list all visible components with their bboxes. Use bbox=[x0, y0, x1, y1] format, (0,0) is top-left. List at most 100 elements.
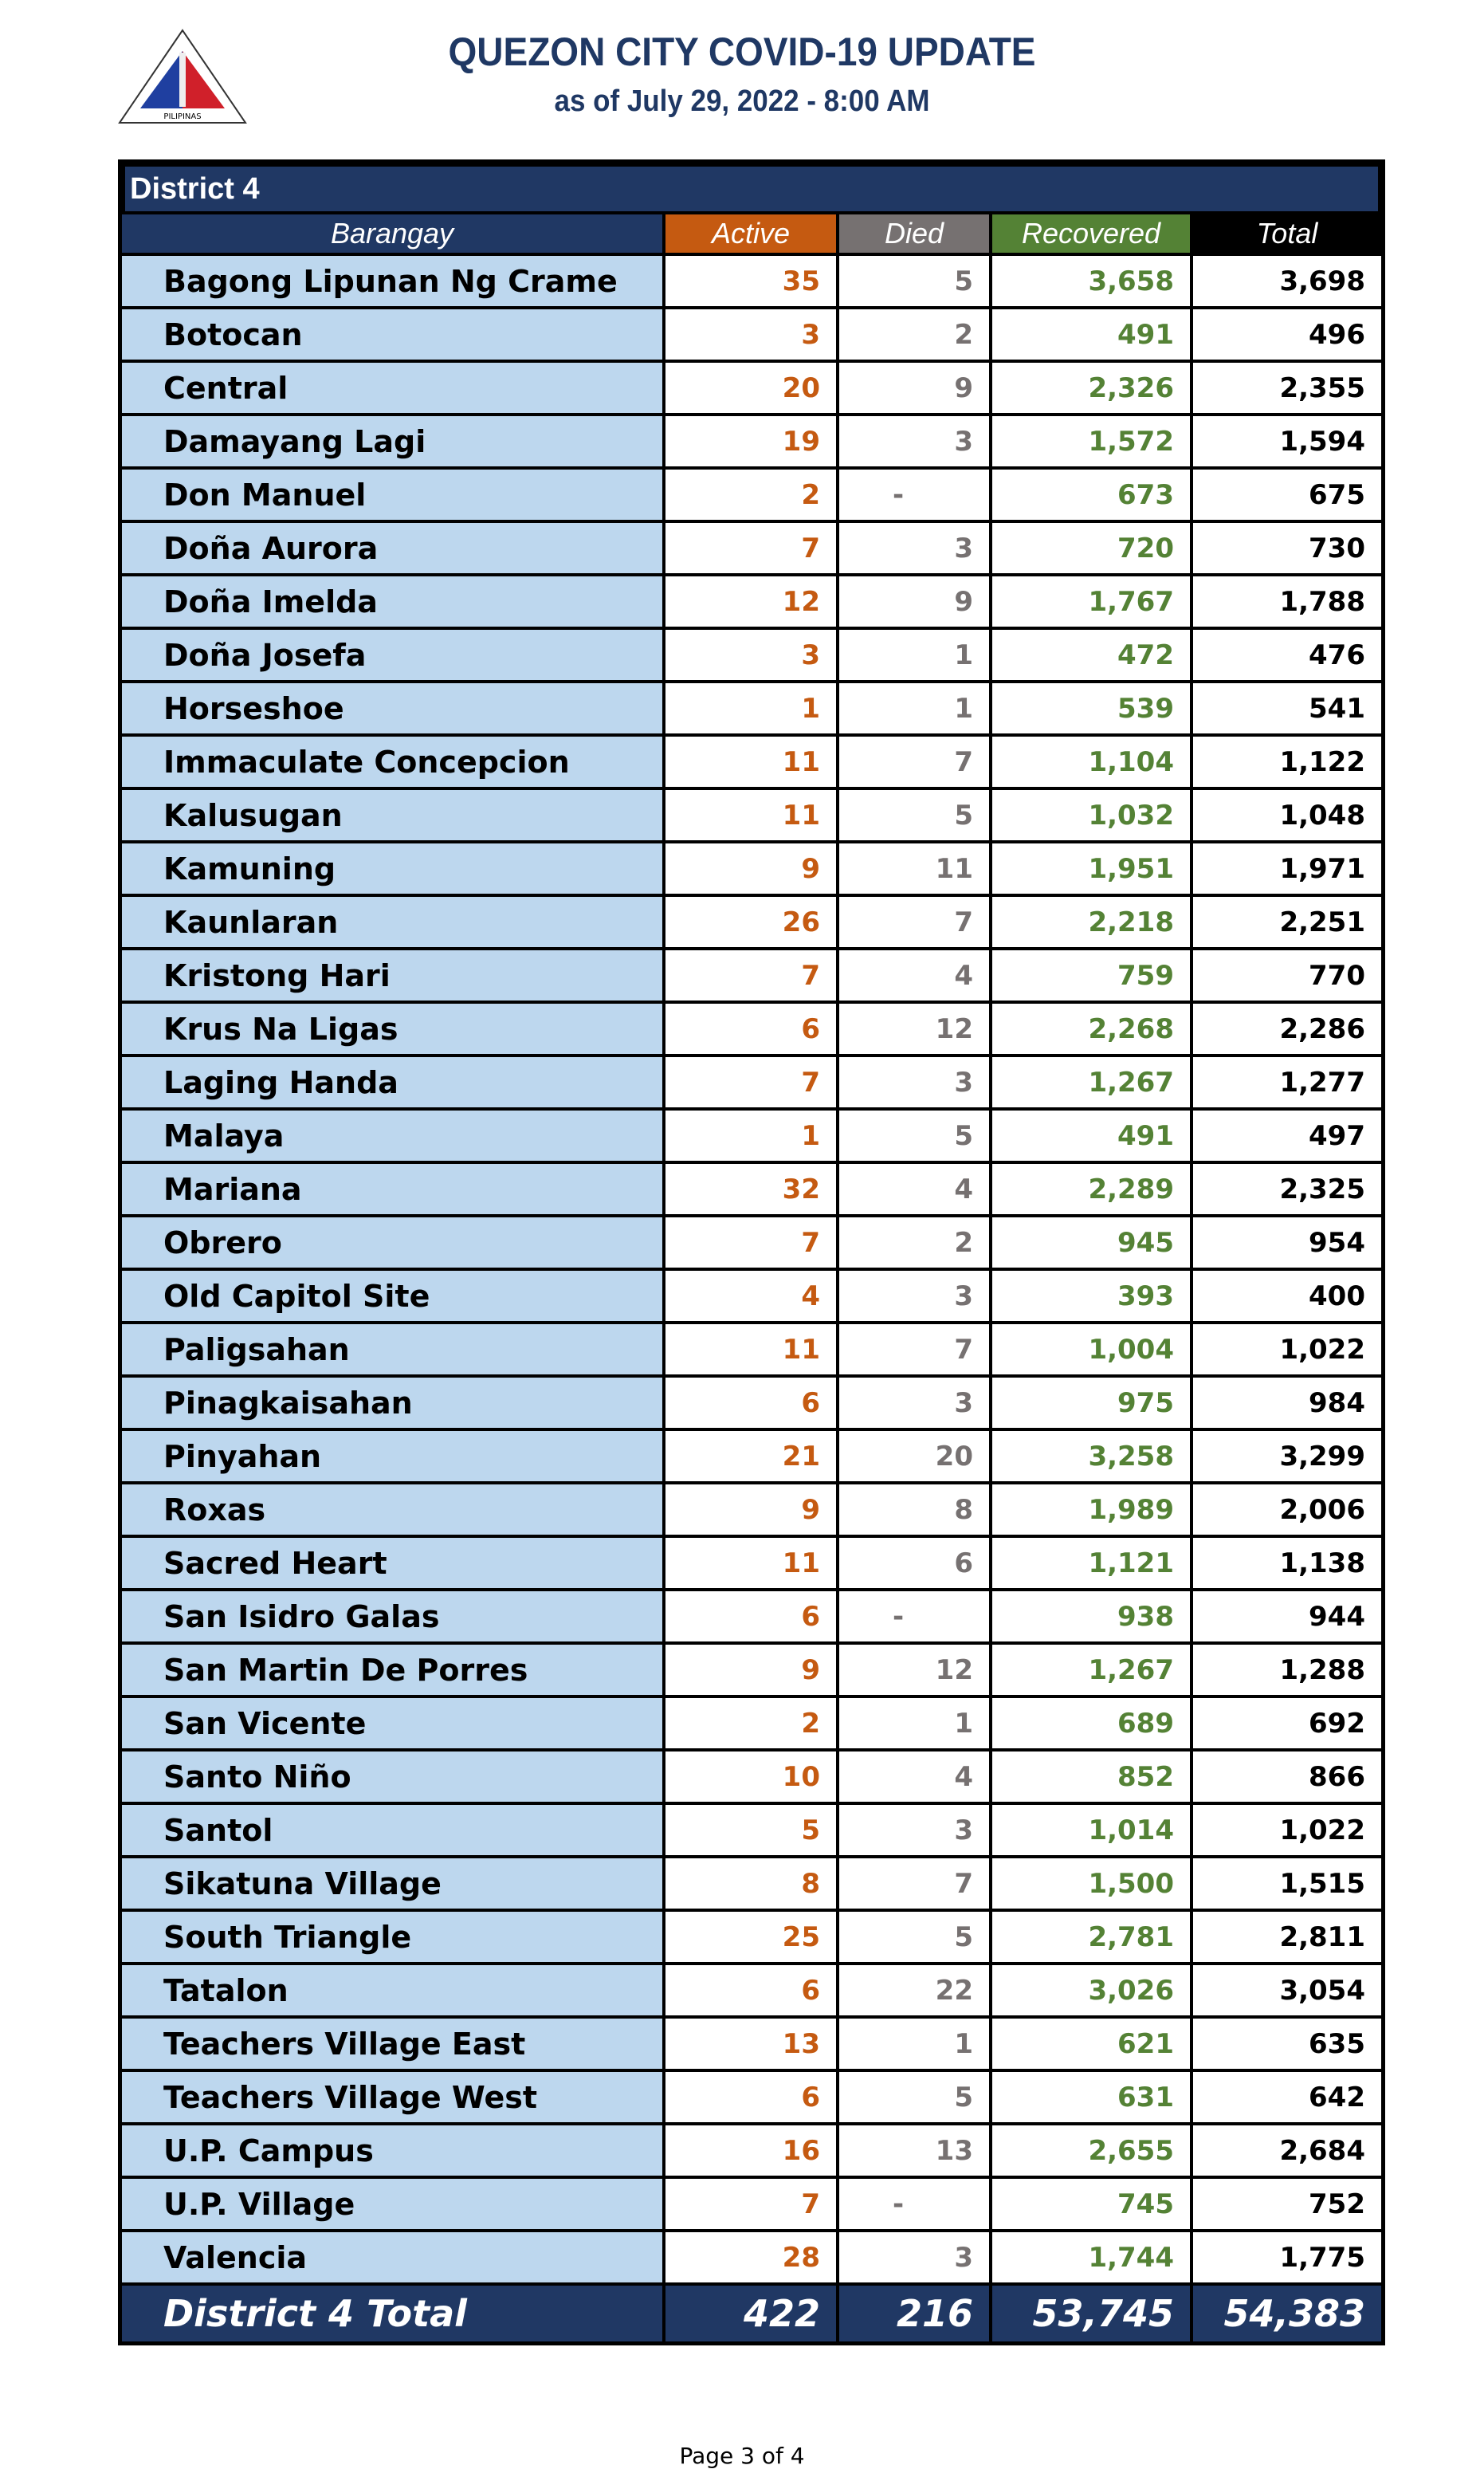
died-count: - bbox=[839, 2179, 989, 2229]
active-count: 7 bbox=[665, 1057, 836, 1107]
active-count: 7 bbox=[665, 523, 836, 573]
quezon-city-seal-logo: PILIPINAS bbox=[118, 29, 247, 124]
table-row: Doña Josefa 3 1 472 476 bbox=[122, 627, 1381, 680]
active-count: 11 bbox=[665, 737, 836, 787]
table-row: Laging Handa 7 3 1,267 1,277 bbox=[122, 1054, 1381, 1107]
died-count: 5 bbox=[839, 1912, 989, 1962]
died-count: 12 bbox=[839, 1004, 989, 1054]
recovered-count: 2,655 bbox=[992, 2125, 1190, 2176]
total-row: District 4 Total 422 216 53,745 54,383 bbox=[122, 2282, 1381, 2341]
active-count: 3 bbox=[665, 630, 836, 680]
died-count: 1 bbox=[839, 630, 989, 680]
recovered-count: 852 bbox=[992, 1751, 1190, 1802]
died-count: 12 bbox=[839, 1645, 989, 1695]
total-count: 1,594 bbox=[1193, 416, 1381, 466]
total-count: 635 bbox=[1193, 2019, 1381, 2069]
recovered-count: 393 bbox=[992, 1271, 1190, 1321]
active-count: 26 bbox=[665, 897, 836, 947]
table-row: Pinyahan 21 20 3,258 3,299 bbox=[122, 1428, 1381, 1481]
died-count: 3 bbox=[839, 2232, 989, 2282]
barangay-name: Bagong Lipunan Ng Crame bbox=[122, 256, 662, 306]
total-count: 1,515 bbox=[1193, 1858, 1381, 1909]
active-count: 11 bbox=[665, 790, 836, 840]
recovered-count: 1,267 bbox=[992, 1057, 1190, 1107]
table-row: Central 20 9 2,326 2,355 bbox=[122, 360, 1381, 413]
died-count: 1 bbox=[839, 683, 989, 733]
barangay-name: Santo Niño bbox=[122, 1751, 662, 1802]
died-count: 1 bbox=[839, 1698, 989, 1748]
col-active: Active bbox=[665, 214, 836, 253]
recovered-count: 745 bbox=[992, 2179, 1190, 2229]
table-row: U.P. Village 7-745 752 bbox=[122, 2176, 1381, 2229]
active-count: 28 bbox=[665, 2232, 836, 2282]
recovered-count: 3,658 bbox=[992, 256, 1190, 306]
recovered-count: 2,326 bbox=[992, 363, 1190, 413]
recovered-count: 1,004 bbox=[992, 1324, 1190, 1374]
recovered-count: 1,032 bbox=[992, 790, 1190, 840]
recovered-count: 539 bbox=[992, 683, 1190, 733]
total-count: 541 bbox=[1193, 683, 1381, 733]
active-count: 9 bbox=[665, 843, 836, 894]
active-count: 4 bbox=[665, 1271, 836, 1321]
died-count: 4 bbox=[839, 1164, 989, 1214]
table-row: Valencia 28 3 1,744 1,775 bbox=[122, 2229, 1381, 2282]
table-row: Kalusugan 11 5 1,032 1,048 bbox=[122, 787, 1381, 840]
active-count: 16 bbox=[665, 2125, 836, 2176]
total-count: 642 bbox=[1193, 2072, 1381, 2122]
total-count: 866 bbox=[1193, 1751, 1381, 1802]
total-count: 496 bbox=[1193, 309, 1381, 360]
barangay-name: Obrero bbox=[122, 1217, 662, 1268]
recovered-count: 3,026 bbox=[992, 1965, 1190, 2015]
total-count: 3,054 bbox=[1193, 1965, 1381, 2015]
barangay-name: Krus Na Ligas bbox=[122, 1004, 662, 1054]
table-row: Doña Aurora 7 3 720 730 bbox=[122, 520, 1381, 573]
barangay-name: Pinagkaisahan bbox=[122, 1378, 662, 1428]
active-count: 6 bbox=[665, 1004, 836, 1054]
died-count: 13 bbox=[839, 2125, 989, 2176]
total-count: 692 bbox=[1193, 1698, 1381, 1748]
barangay-name: Tatalon bbox=[122, 1965, 662, 2015]
active-count: 2 bbox=[665, 470, 836, 520]
table-row: Sacred Heart 11 6 1,121 1,138 bbox=[122, 1535, 1381, 1588]
table-row: Kaunlaran 26 7 2,218 2,251 bbox=[122, 894, 1381, 947]
active-count: 7 bbox=[665, 1217, 836, 1268]
died-count: 2 bbox=[839, 309, 989, 360]
total-count: 1,775 bbox=[1193, 2232, 1381, 2282]
total-count: 1,788 bbox=[1193, 576, 1381, 627]
died-count: - bbox=[839, 1591, 989, 1641]
active-count: 13 bbox=[665, 2019, 836, 2069]
table-row: Santo Niño 10 4 852 866 bbox=[122, 1748, 1381, 1802]
died-count: 7 bbox=[839, 1858, 989, 1909]
recovered-count: 2,289 bbox=[992, 1164, 1190, 1214]
table-row: Kristong Hari 7 4 759 770 bbox=[122, 947, 1381, 1001]
barangay-name: Doña Imelda bbox=[122, 576, 662, 627]
barangay-name: Teachers Village West bbox=[122, 2072, 662, 2122]
total-count: 984 bbox=[1193, 1378, 1381, 1428]
barangay-name: Sikatuna Village bbox=[122, 1858, 662, 1909]
recovered-count: 2,268 bbox=[992, 1004, 1190, 1054]
recovered-count: 938 bbox=[992, 1591, 1190, 1641]
died-count: 3 bbox=[839, 1271, 989, 1321]
page-number: Page 3 of 4 bbox=[679, 2443, 805, 2469]
table-row: Krus Na Ligas 6 12 2,268 2,286 bbox=[122, 1001, 1381, 1054]
barangay-name: Kamuning bbox=[122, 843, 662, 894]
total-count: 497 bbox=[1193, 1111, 1381, 1161]
table-row: Roxas 9 8 1,989 2,006 bbox=[122, 1481, 1381, 1535]
total-label: District 4 Total bbox=[122, 2286, 662, 2341]
barangay-name: Botocan bbox=[122, 309, 662, 360]
active-count: 6 bbox=[665, 2072, 836, 2122]
total-count: 2,325 bbox=[1193, 1164, 1381, 1214]
died-count: 8 bbox=[839, 1484, 989, 1535]
barangay-name: Pinyahan bbox=[122, 1431, 662, 1481]
barangay-name: U.P. Campus bbox=[122, 2125, 662, 2176]
barangay-name: San Martin De Porres bbox=[122, 1645, 662, 1695]
table-row: San Martin De Porres 9 12 1,267 1,288 bbox=[122, 1641, 1381, 1695]
barangay-name: Malaya bbox=[122, 1111, 662, 1161]
active-count: 25 bbox=[665, 1912, 836, 1962]
total-count: 3,299 bbox=[1193, 1431, 1381, 1481]
col-total: Total bbox=[1193, 214, 1381, 253]
table-row: Obrero 7 2 945 954 bbox=[122, 1214, 1381, 1268]
active-count: 20 bbox=[665, 363, 836, 413]
barangay-name: Central bbox=[122, 363, 662, 413]
active-count: 1 bbox=[665, 1111, 836, 1161]
